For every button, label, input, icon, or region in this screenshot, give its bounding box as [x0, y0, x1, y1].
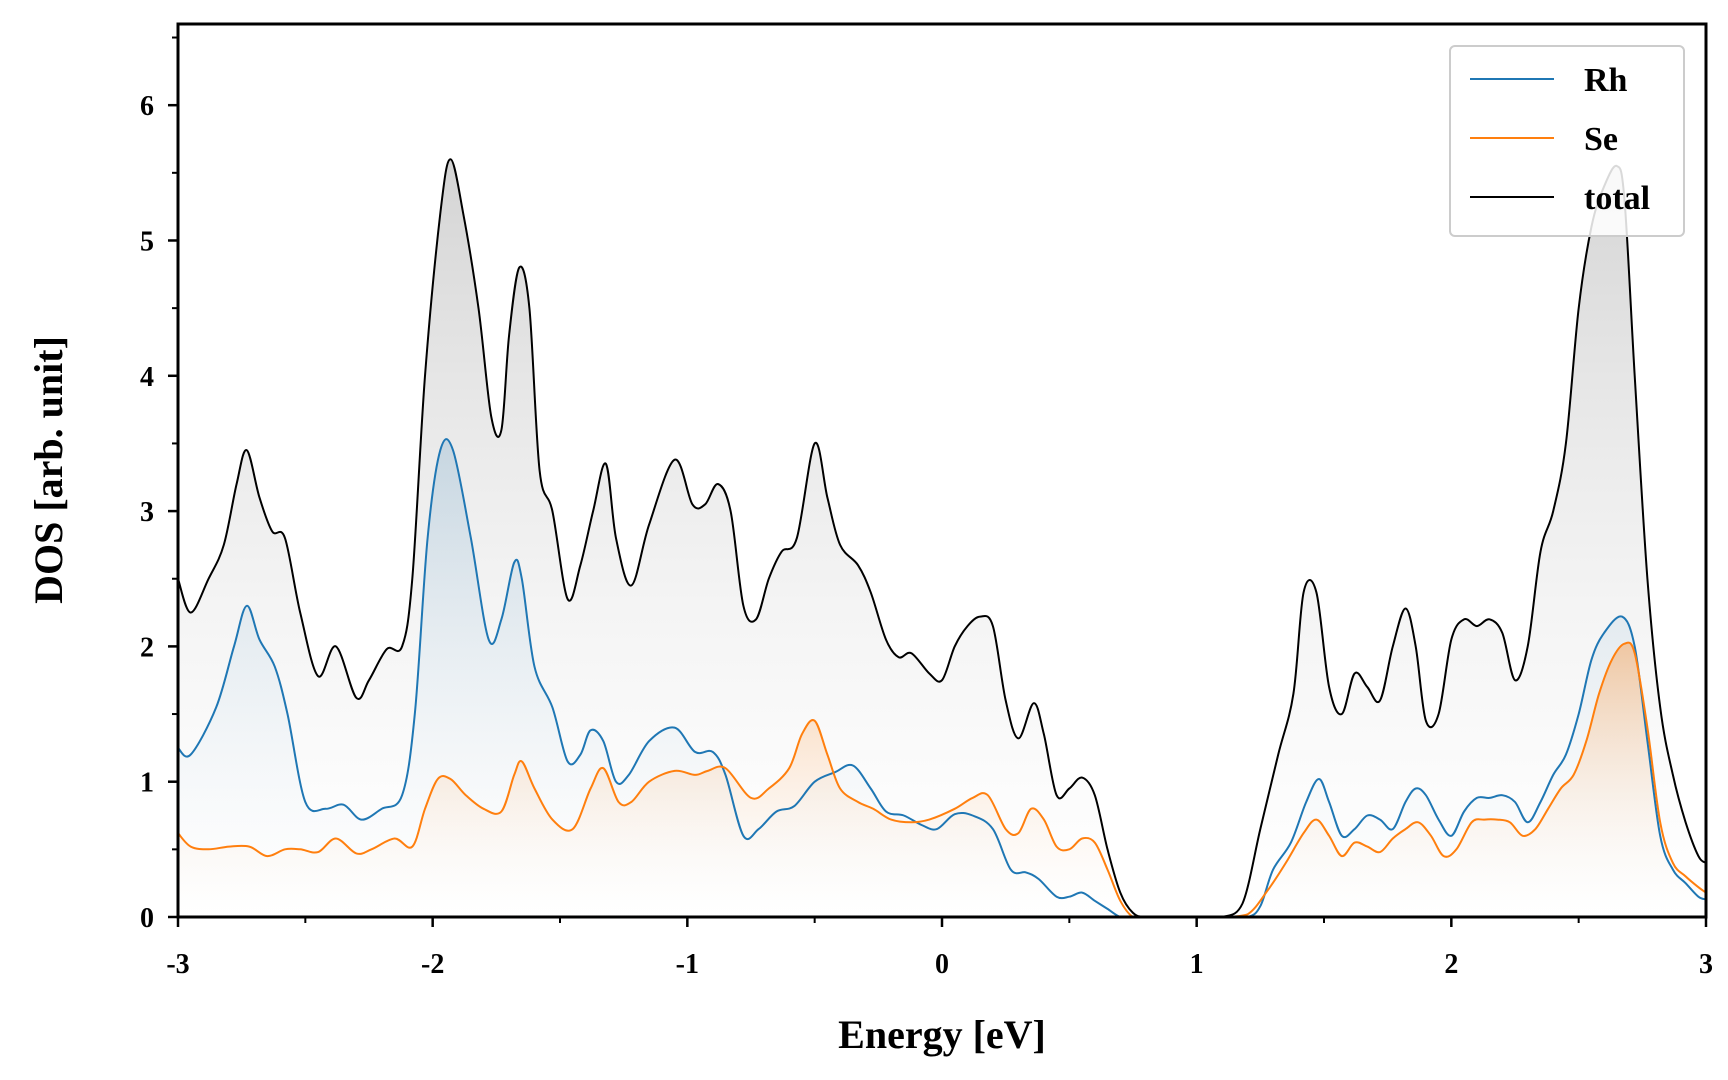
- x-tick-label: 3: [1699, 949, 1713, 980]
- legend-label-rh: Rh: [1584, 62, 1628, 99]
- x-axis: -3 -2 -1 0 1 2 3: [166, 917, 1713, 980]
- y-tick-label: 3: [140, 497, 154, 528]
- x-tick-label: -3: [166, 949, 189, 980]
- series-line-rh: [178, 438, 1706, 917]
- x-tick-label: 0: [935, 949, 949, 980]
- series-line-total: [178, 158, 1706, 917]
- x-tick-label: -1: [676, 949, 699, 980]
- series-lines: [178, 158, 1706, 917]
- area-se: [178, 642, 1706, 917]
- legend-box: [1449, 45, 1685, 237]
- legend: Rh Se total: [1449, 45, 1685, 237]
- y-axis-title: DOS [arb. unit]: [26, 336, 71, 604]
- legend-label-total: total: [1584, 180, 1650, 217]
- area-total: [178, 159, 1706, 917]
- y-tick-label: 5: [140, 226, 154, 257]
- y-tick-label: 1: [140, 768, 154, 799]
- x-axis-title: Energy [eV]: [838, 1012, 1046, 1057]
- x-tick-label: 1: [1190, 949, 1204, 980]
- legend-label-se: Se: [1584, 121, 1618, 158]
- y-tick-label: 0: [140, 903, 154, 934]
- x-tick-label: 2: [1444, 949, 1458, 980]
- y-tick-label: 4: [140, 362, 154, 393]
- y-tick-label: 2: [140, 632, 154, 663]
- x-tick-label: -2: [421, 949, 444, 980]
- area-rh: [178, 439, 1706, 917]
- series-areas: [178, 159, 1706, 917]
- y-tick-label: 6: [140, 91, 154, 122]
- series-line-se: [178, 641, 1706, 917]
- y-axis: 0 1 2 3 4 5 6: [140, 36, 178, 934]
